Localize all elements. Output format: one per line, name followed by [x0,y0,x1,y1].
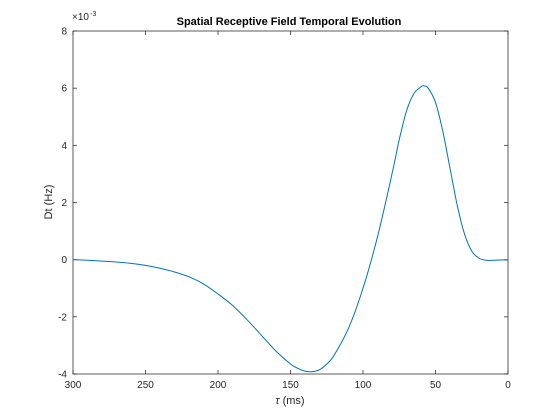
x-tick-label: 250 [137,380,154,391]
x-axis-label-unit: (ms) [280,395,305,407]
y-tick-label: -2 [58,312,67,323]
y-exponent-label: ×10 -3 [72,11,96,23]
x-tick-label: 100 [355,380,372,391]
y-exponent-power: -3 [90,11,96,18]
x-tick-label: 200 [210,380,227,391]
chart-title: Spatial Receptive Field Temporal Evoluti… [177,16,402,28]
y-tick-label: 6 [61,84,67,95]
y-tick-label: -4 [58,370,67,381]
y-axis-label: Dt (Hz) [43,185,55,220]
y-tick-label: 4 [61,141,67,152]
x-tick-label: 300 [65,380,82,391]
y-tick-label: 8 [61,27,67,38]
series-line [72,85,509,373]
x-axis-ticks: 300 250 200 150 100 50 0 [65,31,511,391]
x-tick-label: 0 [505,380,511,391]
x-tick-label: 150 [282,380,299,391]
plot-area [72,30,509,375]
x-axis-label-symbol: τ [275,395,280,407]
y-exponent-prefix: ×10 [72,12,89,23]
y-tick-label: 0 [61,255,67,266]
x-tick-label: 50 [430,380,442,391]
x-axis-label: τ (ms) [275,395,304,407]
y-tick-label: 2 [61,198,67,209]
